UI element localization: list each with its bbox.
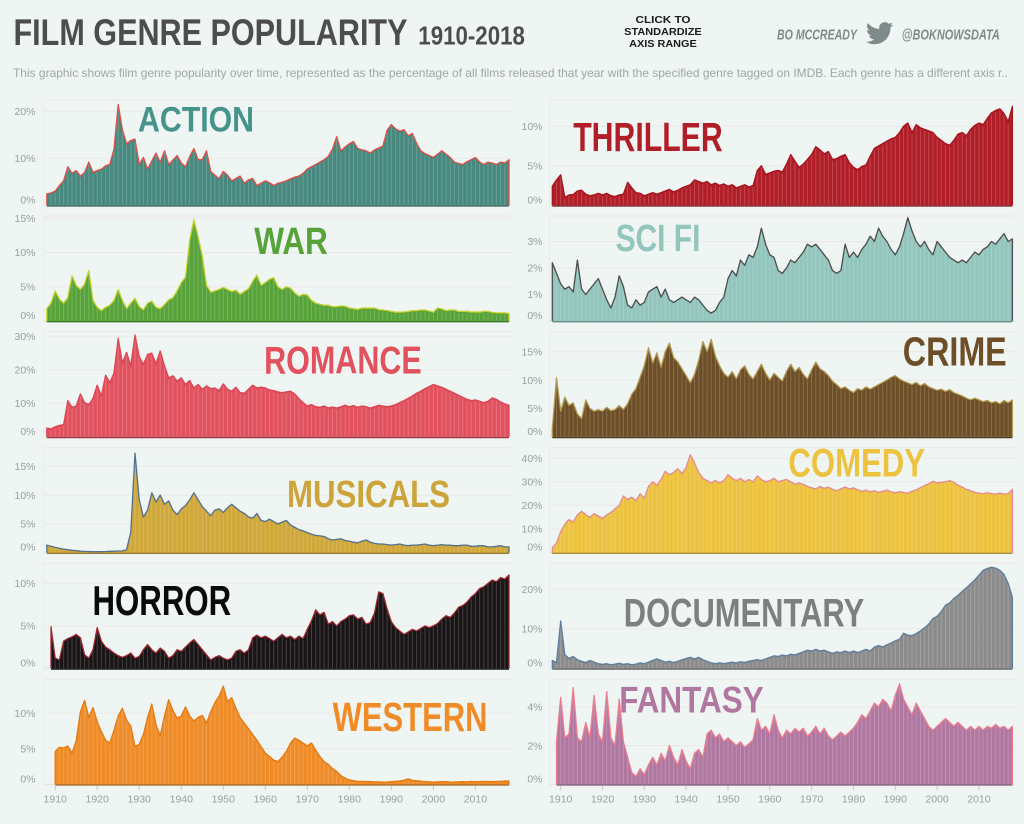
svg-text:BO MCCREADY: BO MCCREADY [777,28,858,44]
svg-text:1%: 1% [527,289,542,301]
svg-text:2%: 2% [527,263,542,275]
svg-text:10%: 10% [521,121,542,133]
svg-text:0%: 0% [20,773,35,785]
svg-text:10%: 10% [14,490,35,502]
svg-text:5%: 5% [527,160,542,172]
svg-text:WAR: WAR [254,220,328,263]
svg-text:COMEDY: COMEDY [788,441,925,485]
svg-text:4%: 4% [527,702,542,714]
svg-text:0%: 0% [527,194,542,206]
svg-text:0%: 0% [527,542,542,554]
svg-text:5%: 5% [20,743,35,755]
svg-text:10%: 10% [14,247,35,259]
svg-text:0%: 0% [20,194,35,206]
svg-text:0%: 0% [20,542,35,554]
svg-text:1950: 1950 [212,794,236,806]
svg-text:2010: 2010 [967,794,991,806]
svg-text:HORROR: HORROR [93,578,232,624]
svg-text:1980: 1980 [842,794,866,806]
svg-text:20%: 20% [521,500,542,512]
svg-text:30%: 30% [14,331,35,343]
svg-text:10%: 10% [14,398,35,410]
svg-text:2000: 2000 [422,794,446,806]
svg-text:0%: 0% [20,658,35,670]
svg-text:15%: 15% [14,461,35,473]
svg-text:2000: 2000 [925,794,949,806]
svg-text:FANTASY: FANTASY [619,680,764,721]
svg-text:10%: 10% [14,578,35,590]
svg-text:AXIS RANGE: AXIS RANGE [629,38,697,50]
svg-text:20%: 20% [14,365,35,377]
svg-text:0%: 0% [527,773,542,785]
svg-text:1930: 1930 [633,794,657,806]
svg-text:3%: 3% [527,236,542,248]
svg-text:10%: 10% [14,153,35,165]
svg-text:CRIME: CRIME [903,329,1007,375]
svg-text:1940: 1940 [170,794,194,806]
svg-text:CLICK TO: CLICK TO [636,14,691,26]
svg-text:1910: 1910 [549,794,573,806]
svg-text:0%: 0% [527,310,542,322]
svg-text:1970: 1970 [800,794,824,806]
svg-text:WESTERN: WESTERN [333,694,488,740]
svg-text:10%: 10% [14,708,35,720]
svg-text:20%: 20% [14,106,35,118]
svg-text:ACTION: ACTION [138,100,254,140]
svg-text:1960: 1960 [254,794,278,806]
svg-text:0%: 0% [527,426,542,438]
svg-text:THRILLER: THRILLER [573,114,723,160]
svg-text:1910: 1910 [44,794,68,806]
svg-text:1980: 1980 [338,794,362,806]
svg-text:15%: 15% [14,213,35,225]
svg-text:20%: 20% [521,584,542,596]
svg-text:@BOKNOWSDATA: @BOKNOWSDATA [902,28,1000,44]
svg-text:STANDARDIZE: STANDARDIZE [624,26,702,38]
svg-text:ROMANCE: ROMANCE [264,339,422,382]
svg-text:MUSICALS: MUSICALS [287,473,450,516]
svg-text:5%: 5% [527,403,542,415]
svg-text:DOCUMENTARY: DOCUMENTARY [624,592,864,636]
svg-text:1940: 1940 [674,794,698,806]
svg-text:1930: 1930 [128,794,152,806]
svg-text:30%: 30% [521,477,542,489]
svg-text:1950: 1950 [716,794,740,806]
svg-text:1990: 1990 [380,794,404,806]
svg-text:10%: 10% [521,375,542,387]
svg-text:0%: 0% [20,426,35,438]
svg-text:10%: 10% [521,624,542,636]
svg-text:1920: 1920 [591,794,615,806]
svg-text:0%: 0% [527,658,542,670]
svg-text:5%: 5% [20,519,35,531]
svg-text:SCI FI: SCI FI [616,217,701,260]
svg-text:1970: 1970 [296,794,320,806]
svg-text:5%: 5% [20,621,35,633]
svg-text:1990: 1990 [884,794,908,806]
svg-text:2010: 2010 [464,794,488,806]
svg-text:2%: 2% [527,740,542,752]
svg-text:15%: 15% [521,346,542,358]
svg-text:This graphic shows film genre: This graphic shows film genre popularity… [13,66,1008,80]
svg-text:10%: 10% [521,524,542,536]
svg-text:1920: 1920 [86,794,110,806]
svg-text:1910-2018: 1910-2018 [418,20,525,50]
svg-text:0%: 0% [20,310,35,322]
svg-text:5%: 5% [20,281,35,293]
svg-text:40%: 40% [521,453,542,465]
svg-text:FILM GENRE POPULARITY: FILM GENRE POPULARITY [14,12,408,53]
svg-text:1960: 1960 [758,794,782,806]
